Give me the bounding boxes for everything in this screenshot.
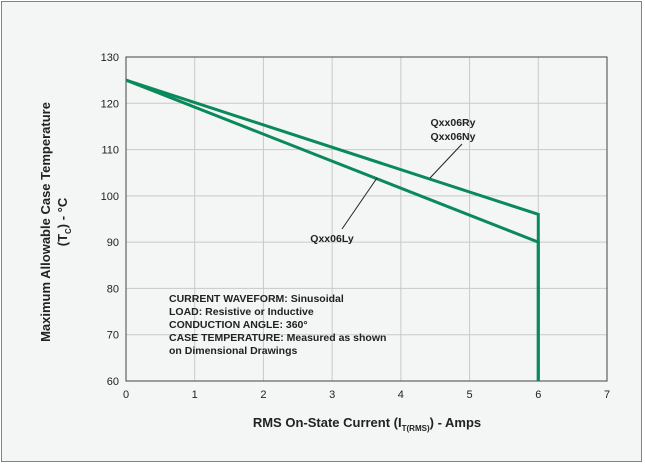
note-line-2: LOAD: Resistive or Inductive	[169, 306, 314, 318]
y-tick-label: 120	[101, 98, 119, 110]
series-label-ny: Qxx06Ny	[431, 131, 476, 143]
conditions-note: CURRENT WAVEFORM: Sinusoidal LOAD: Resis…	[169, 293, 386, 357]
note-line-1: CURRENT WAVEFORM: Sinusoidal	[169, 293, 344, 305]
ly-label-leader	[341, 177, 378, 230]
note-line-5: on Dimensional Drawings	[169, 345, 298, 357]
y-tick-label: 100	[101, 191, 119, 203]
series-label-ry: Qxx06Ry	[431, 117, 476, 129]
y-tick-label: 80	[107, 283, 119, 295]
y-tick-label: 90	[107, 237, 119, 249]
y-tick-label: 110	[101, 145, 119, 157]
y-axis-title-line1: Maximum Allowable Case Temperature	[38, 102, 53, 342]
x-tick-label: 0	[123, 389, 129, 401]
y-axis-title-line2: (TC) - °C	[55, 197, 73, 246]
x-tick-label: 6	[535, 389, 541, 401]
x-axis-title: RMS On-State Current (IT(RMS)) - Amps	[253, 415, 481, 433]
x-tick-label: 1	[192, 389, 198, 401]
x-tick-labels: 0 1 2 3 4 5 6 7	[123, 389, 610, 401]
y-tick-label: 60	[107, 376, 119, 388]
x-tick-label: 2	[260, 389, 266, 401]
series-lines	[125, 78, 540, 381]
y-tick-label: 130	[101, 52, 119, 64]
y-tick-label: 70	[107, 330, 119, 342]
plot-area	[125, 56, 608, 382]
series-line-2	[125, 78, 540, 381]
series-label-ly: Qxx06Ly	[310, 233, 354, 245]
x-tick-label: 3	[329, 389, 335, 401]
note-line-4: CASE TEMPERATURE: Measured as shown	[169, 332, 386, 344]
note-line-3: CONDUCTION ANGLE: 360°	[169, 319, 308, 331]
ry-label-leader	[429, 143, 463, 179]
x-tick-label: 7	[604, 389, 610, 401]
y-tick-labels: 60 70 80 90 100 110 120 130	[101, 52, 119, 388]
grid	[125, 56, 608, 382]
x-tick-label: 5	[467, 389, 473, 401]
x-tick-label: 4	[398, 389, 404, 401]
